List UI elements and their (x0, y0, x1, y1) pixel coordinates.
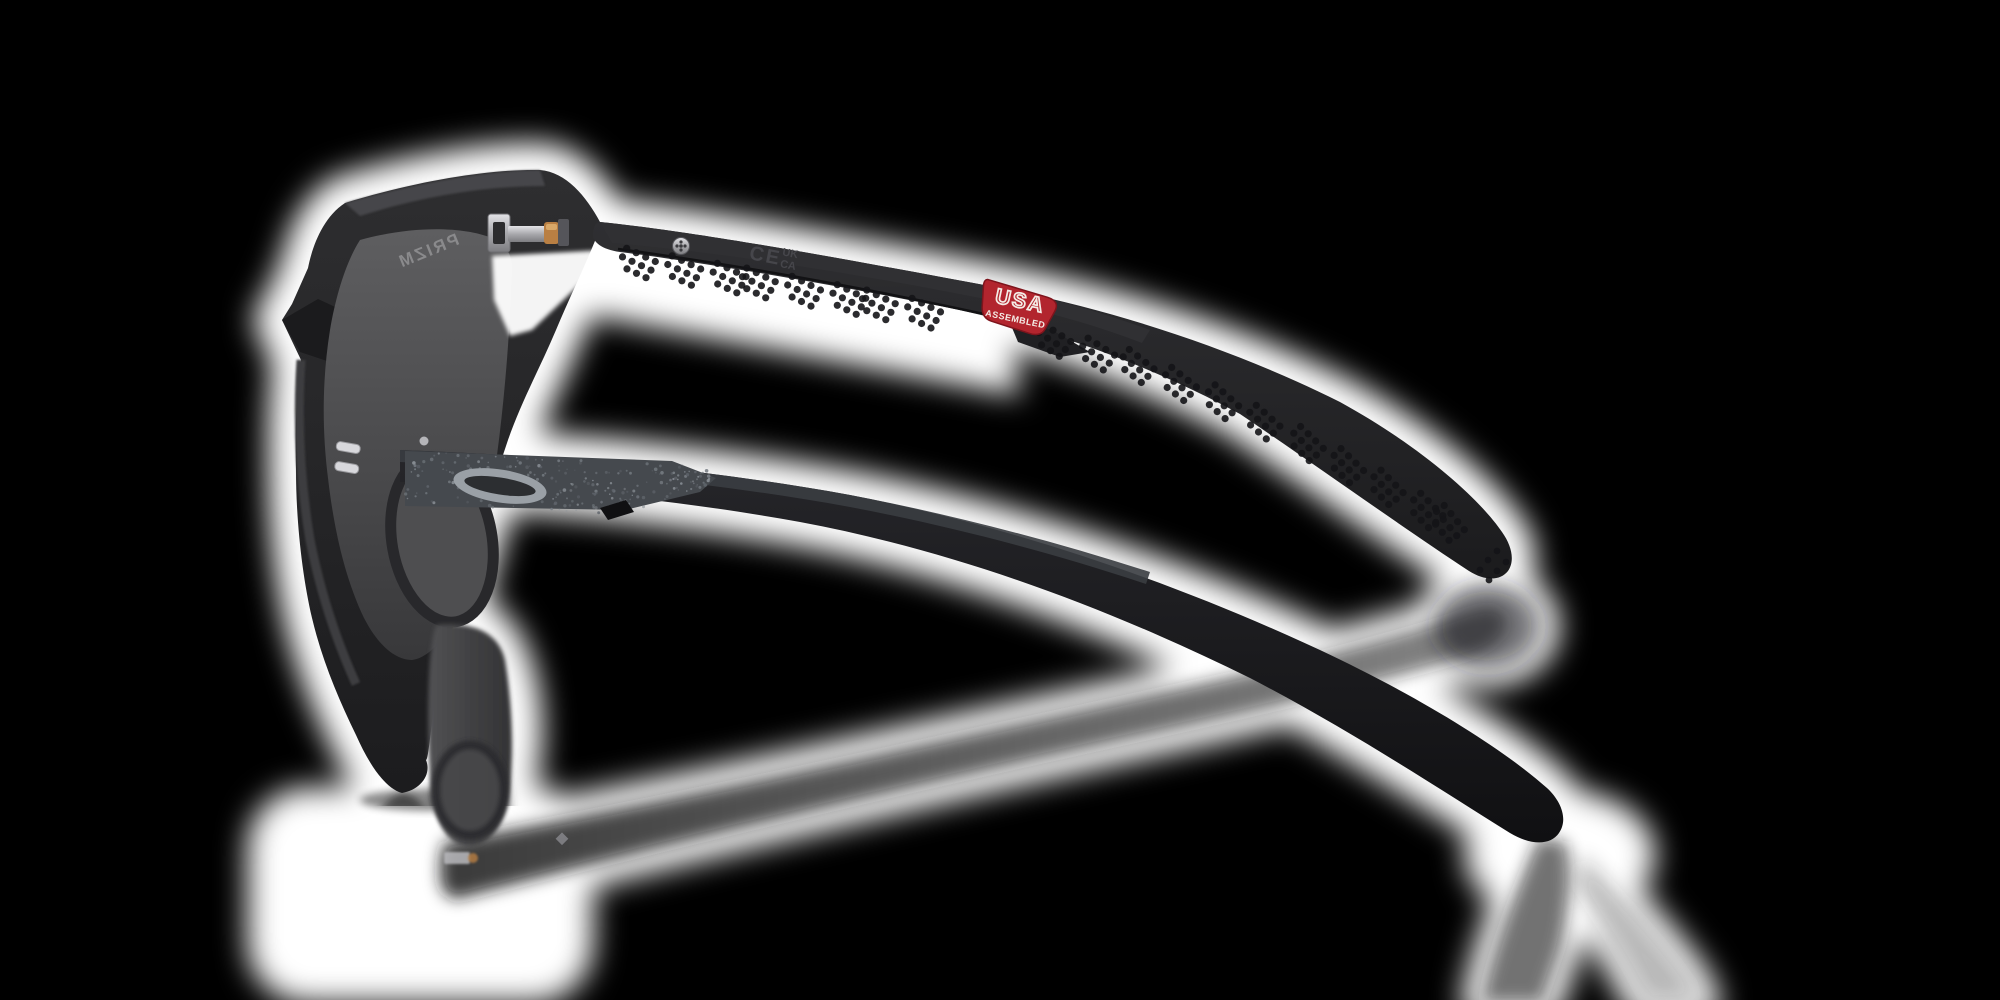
ca-mark: CA (779, 258, 797, 273)
arm-tip-reflection (1435, 584, 1539, 668)
oakley-o-icon (453, 468, 547, 504)
far-temple-arm (400, 450, 1564, 843)
arm-top-slat (600, 222, 1150, 343)
usa-assembled-badge: USA ASSEMBLED (981, 278, 1058, 336)
reflected-gold-screw (468, 853, 478, 863)
screw-rivet-icon (672, 237, 690, 255)
certification-marks: CE UK CA (748, 242, 800, 273)
near-temple-arm: CE UK CA USA ASSEMBLED (592, 222, 1512, 584)
uk-mark: UK (781, 246, 799, 261)
reflected-diamond-mark (555, 832, 569, 846)
badge-shape (981, 278, 1058, 336)
grip-perforation-dots (618, 244, 1510, 584)
reflected-hinge-glint (444, 852, 470, 864)
arm-seam-notch (600, 500, 634, 520)
sunglasses: CE UK CA USA ASSEMBLED (282, 170, 1564, 846)
